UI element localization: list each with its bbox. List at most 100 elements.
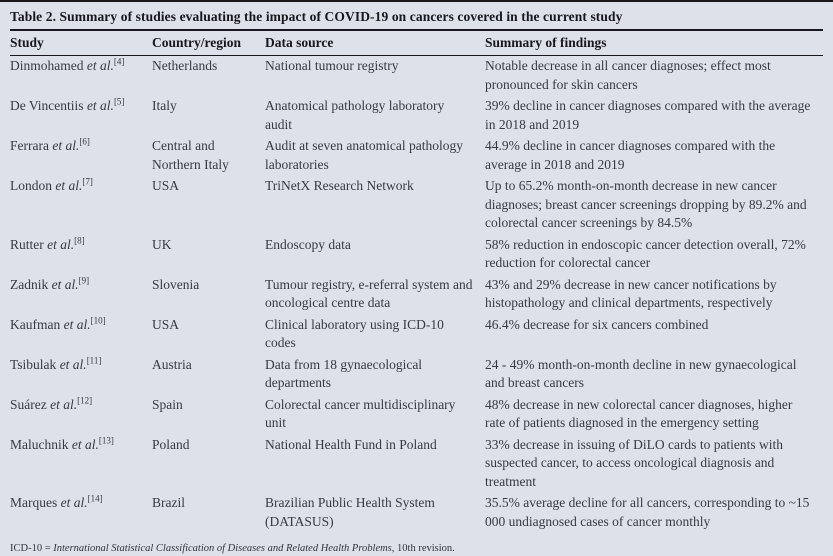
reference-number: [14] xyxy=(87,493,103,504)
country-cell: USA xyxy=(152,178,180,193)
study-author: Maluchnik xyxy=(10,436,69,452)
table-row: De Vincentiis et al.[5] Italy Anatomical… xyxy=(10,96,823,136)
data-source-cell: Anatomical pathology laboratory audit xyxy=(265,98,445,132)
country-cell: UK xyxy=(152,236,172,252)
reference-number: [12] xyxy=(77,395,93,405)
study-author: Dinmohamed xyxy=(10,58,84,73)
reference-number: [8] xyxy=(74,235,85,245)
summary-cell: 39% decline in cancer diagnoses compared… xyxy=(485,98,811,132)
study-et-al: et al. xyxy=(59,356,87,372)
country-cell: Central and Northern Italy xyxy=(152,138,229,172)
table-title: Table 2. Summary of studies evaluating t… xyxy=(10,2,823,31)
header-row: Study Country/region Data source Summary… xyxy=(10,31,823,56)
study-cell: Ferrara et al.[6] xyxy=(10,136,152,176)
study-author: London xyxy=(10,178,52,193)
footnote-classification-title: International Statistical Classification… xyxy=(53,543,392,554)
study-author: Rutter xyxy=(10,236,44,252)
country-cell: USA xyxy=(152,316,180,332)
study-author: Zadnik xyxy=(10,276,49,292)
country-cell: Brazil xyxy=(152,495,185,510)
reference-number: [6] xyxy=(79,136,90,147)
country-cell: Poland xyxy=(152,436,190,452)
column-header-data-source: Data source xyxy=(265,31,485,56)
reference-number: [13] xyxy=(98,435,114,445)
country-cell: Spain xyxy=(152,396,183,412)
footnote-prefix: ICD-10 = xyxy=(10,543,54,554)
table-row: Maluchnik et al.[13] Poland National Hea… xyxy=(10,435,823,494)
reference-number: [7] xyxy=(82,176,93,187)
data-source-cell: TriNetX Research Network xyxy=(265,178,414,193)
data-source-cell: Brazilian Public Health System (DATASUS) xyxy=(265,495,435,529)
country-cell: Slovenia xyxy=(152,276,200,292)
country-cell: Austria xyxy=(152,356,192,372)
table-row: Ferrara et al.[6] Central and Northern I… xyxy=(10,136,823,176)
summary-cell: 33% decrease in issuing of DiLO cards to… xyxy=(485,436,784,489)
summary-cell: 43% and 29% decrease in new cancer notif… xyxy=(485,276,777,311)
table-body: Dinmohamed et al.[4] Netherlands Nationa… xyxy=(10,56,823,534)
study-author: De Vincentiis xyxy=(10,98,84,113)
study-cell: Maluchnik et al.[13] xyxy=(10,435,152,494)
study-cell: Suárez et al.[12] xyxy=(10,395,152,435)
column-header-study: Study xyxy=(10,31,152,56)
study-author: Tsibulak xyxy=(10,356,57,372)
table-row: London et al.[7] USA TriNetX Research Ne… xyxy=(10,176,823,235)
table-row: Rutter et al.[8] UK Endoscopy data 58% r… xyxy=(10,235,823,275)
table-row: Zadnik et al.[9] Slovenia Tumour registr… xyxy=(10,275,823,315)
footnote-suffix: , 10th revision. xyxy=(391,543,455,554)
reference-number: [11] xyxy=(86,355,102,365)
table-footnote: ICD-10 = International Statistical Class… xyxy=(10,543,823,554)
summary-cell: 44.9% decline in cancer diagnoses compar… xyxy=(485,138,776,172)
study-cell: Dinmohamed et al.[4] xyxy=(10,56,152,97)
reference-number: [9] xyxy=(78,275,90,285)
country-cell: Italy xyxy=(152,98,177,113)
data-source-cell: Data from 18 gynaecological departments xyxy=(265,356,423,391)
studies-table: Study Country/region Data source Summary… xyxy=(10,31,823,533)
summary-cell: 48% decrease in new colorectal cancer di… xyxy=(485,396,793,431)
summary-cell: 24 - 49% month-on-month decline in new g… xyxy=(485,356,797,391)
study-et-al: et al. xyxy=(86,98,114,113)
summary-cell: Up to 65.2% month-on-month decrease in n… xyxy=(485,178,807,230)
summary-cell: 58% reduction in endoscopic cancer detec… xyxy=(485,236,806,271)
reference-number: [10] xyxy=(90,315,106,325)
reference-number: [4] xyxy=(113,56,125,67)
study-cell: Tsibulak et al.[11] xyxy=(10,355,152,395)
study-author: Suárez xyxy=(10,396,47,412)
study-et-al: et al. xyxy=(52,138,80,153)
study-et-al: et al. xyxy=(47,236,75,252)
study-et-al: et al. xyxy=(60,495,88,510)
data-source-cell: Clinical laboratory using ICD-10 codes xyxy=(265,316,444,351)
study-author: Marques xyxy=(10,495,58,510)
study-author: Kaufman xyxy=(10,316,61,332)
data-source-cell: Tumour registry, e-referral system and o… xyxy=(265,276,473,311)
table-row: Marques et al.[14] Brazil Brazilian Publ… xyxy=(10,493,823,533)
study-et-al: et al. xyxy=(55,178,83,193)
table-row: Dinmohamed et al.[4] Netherlands Nationa… xyxy=(10,56,823,97)
data-source-cell: Endoscopy data xyxy=(265,236,351,252)
study-cell: Kaufman et al.[10] xyxy=(10,315,152,355)
study-et-al: et al. xyxy=(50,396,78,412)
study-cell: Zadnik et al.[9] xyxy=(10,275,152,315)
data-source-cell: National Health Fund in Poland xyxy=(265,436,437,452)
column-header-summary: Summary of findings xyxy=(485,31,823,56)
study-cell: Marques et al.[14] xyxy=(10,493,152,533)
summary-cell: 35.5% average decline for all cancers, c… xyxy=(485,495,810,529)
data-source-cell: Audit at seven anatomical pathology labo… xyxy=(265,138,463,172)
summary-cell: Notable decrease in all cancer diagnoses… xyxy=(485,58,771,92)
table-row: Suárez et al.[12] Spain Colorectal cance… xyxy=(10,395,823,435)
study-cell: London et al.[7] xyxy=(10,176,152,235)
summary-cell: 46.4% decrease for six cancers combined xyxy=(485,316,709,332)
study-et-al: et al. xyxy=(71,436,99,452)
study-author: Ferrara xyxy=(10,138,49,153)
reference-number: [5] xyxy=(113,96,125,107)
study-et-al: et al. xyxy=(86,58,114,73)
study-cell: Rutter et al.[8] xyxy=(10,235,152,275)
column-header-country: Country/region xyxy=(152,31,265,56)
study-et-al: et al. xyxy=(51,276,79,292)
data-source-cell: Colorectal cancer multidisciplinary unit xyxy=(265,396,456,431)
study-et-al: et al. xyxy=(63,316,91,332)
study-cell: De Vincentiis et al.[5] xyxy=(10,96,152,136)
data-source-cell: National tumour registry xyxy=(265,58,399,73)
table-row: Kaufman et al.[10] USA Clinical laborato… xyxy=(10,315,823,355)
table-row: Tsibulak et al.[11] Austria Data from 18… xyxy=(10,355,823,395)
